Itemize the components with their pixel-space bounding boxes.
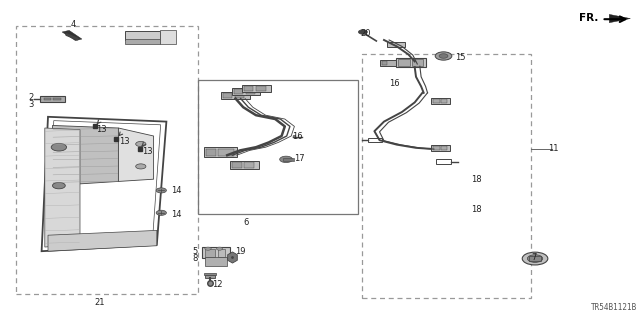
- Bar: [256, 86, 266, 91]
- Bar: [529, 256, 541, 261]
- Bar: [380, 60, 396, 66]
- Bar: [218, 149, 234, 156]
- Circle shape: [156, 210, 166, 215]
- Bar: [223, 93, 232, 98]
- Polygon shape: [48, 230, 157, 251]
- Circle shape: [52, 182, 65, 189]
- Bar: [396, 58, 426, 67]
- Text: TR54B1121B: TR54B1121B: [591, 303, 637, 312]
- Polygon shape: [52, 125, 118, 186]
- Bar: [44, 98, 51, 100]
- Bar: [387, 42, 405, 47]
- Bar: [244, 162, 254, 168]
- Circle shape: [522, 252, 548, 265]
- Text: 16: 16: [390, 79, 400, 88]
- Text: 2: 2: [28, 93, 33, 102]
- Bar: [204, 273, 216, 275]
- Bar: [382, 61, 387, 65]
- Text: 15: 15: [456, 53, 466, 62]
- Bar: [198, 80, 358, 214]
- Bar: [246, 89, 255, 94]
- Bar: [412, 59, 423, 66]
- Polygon shape: [609, 14, 630, 23]
- Circle shape: [136, 141, 146, 147]
- Circle shape: [136, 164, 146, 169]
- Bar: [368, 138, 382, 142]
- Bar: [205, 249, 215, 257]
- Bar: [204, 147, 237, 157]
- Bar: [205, 275, 215, 278]
- Bar: [441, 146, 447, 150]
- Polygon shape: [62, 30, 82, 41]
- Bar: [441, 99, 447, 103]
- Bar: [232, 162, 242, 168]
- Text: 20: 20: [361, 29, 371, 38]
- Bar: [433, 99, 440, 103]
- Text: 5: 5: [193, 247, 198, 256]
- Text: 14: 14: [171, 186, 181, 195]
- Bar: [230, 161, 259, 169]
- Circle shape: [280, 156, 292, 163]
- Bar: [283, 158, 294, 161]
- Bar: [362, 54, 531, 298]
- Bar: [431, 98, 450, 104]
- Polygon shape: [118, 128, 154, 181]
- Text: 13: 13: [120, 137, 130, 146]
- Bar: [125, 39, 160, 44]
- Bar: [234, 89, 243, 94]
- Circle shape: [435, 52, 452, 60]
- Bar: [125, 31, 160, 40]
- Text: 13: 13: [96, 125, 106, 134]
- Text: 18: 18: [472, 175, 482, 184]
- Bar: [398, 59, 410, 66]
- Text: 12: 12: [212, 280, 223, 289]
- Bar: [431, 145, 450, 151]
- Bar: [221, 92, 250, 99]
- Bar: [53, 98, 61, 100]
- Bar: [40, 96, 65, 102]
- Bar: [160, 30, 176, 44]
- Circle shape: [205, 247, 211, 250]
- Circle shape: [156, 188, 166, 193]
- Text: 3: 3: [28, 100, 33, 109]
- Bar: [436, 159, 451, 164]
- Circle shape: [358, 30, 367, 34]
- Circle shape: [439, 54, 448, 58]
- Text: 18: 18: [472, 205, 482, 214]
- Text: 13: 13: [142, 147, 152, 156]
- Text: 14: 14: [171, 210, 181, 219]
- Text: 7: 7: [532, 253, 537, 262]
- Text: 16: 16: [292, 132, 303, 140]
- Circle shape: [527, 255, 543, 262]
- Bar: [242, 85, 271, 92]
- Bar: [206, 149, 216, 156]
- Bar: [218, 249, 225, 257]
- Circle shape: [216, 247, 223, 250]
- Circle shape: [51, 143, 67, 151]
- Text: 17: 17: [294, 154, 305, 163]
- Bar: [235, 93, 244, 98]
- Polygon shape: [45, 128, 80, 247]
- Bar: [205, 257, 227, 266]
- Bar: [202, 247, 230, 258]
- Text: 19: 19: [235, 247, 245, 256]
- Text: 21: 21: [94, 298, 104, 307]
- Bar: [244, 86, 253, 91]
- Polygon shape: [293, 135, 296, 138]
- Text: 4: 4: [71, 20, 76, 28]
- Bar: [232, 88, 260, 95]
- Bar: [16, 26, 198, 294]
- Text: FR.: FR.: [579, 12, 598, 23]
- Text: 6: 6: [244, 218, 249, 227]
- Text: 8: 8: [193, 254, 198, 263]
- Bar: [433, 146, 440, 150]
- Text: 11: 11: [548, 144, 559, 153]
